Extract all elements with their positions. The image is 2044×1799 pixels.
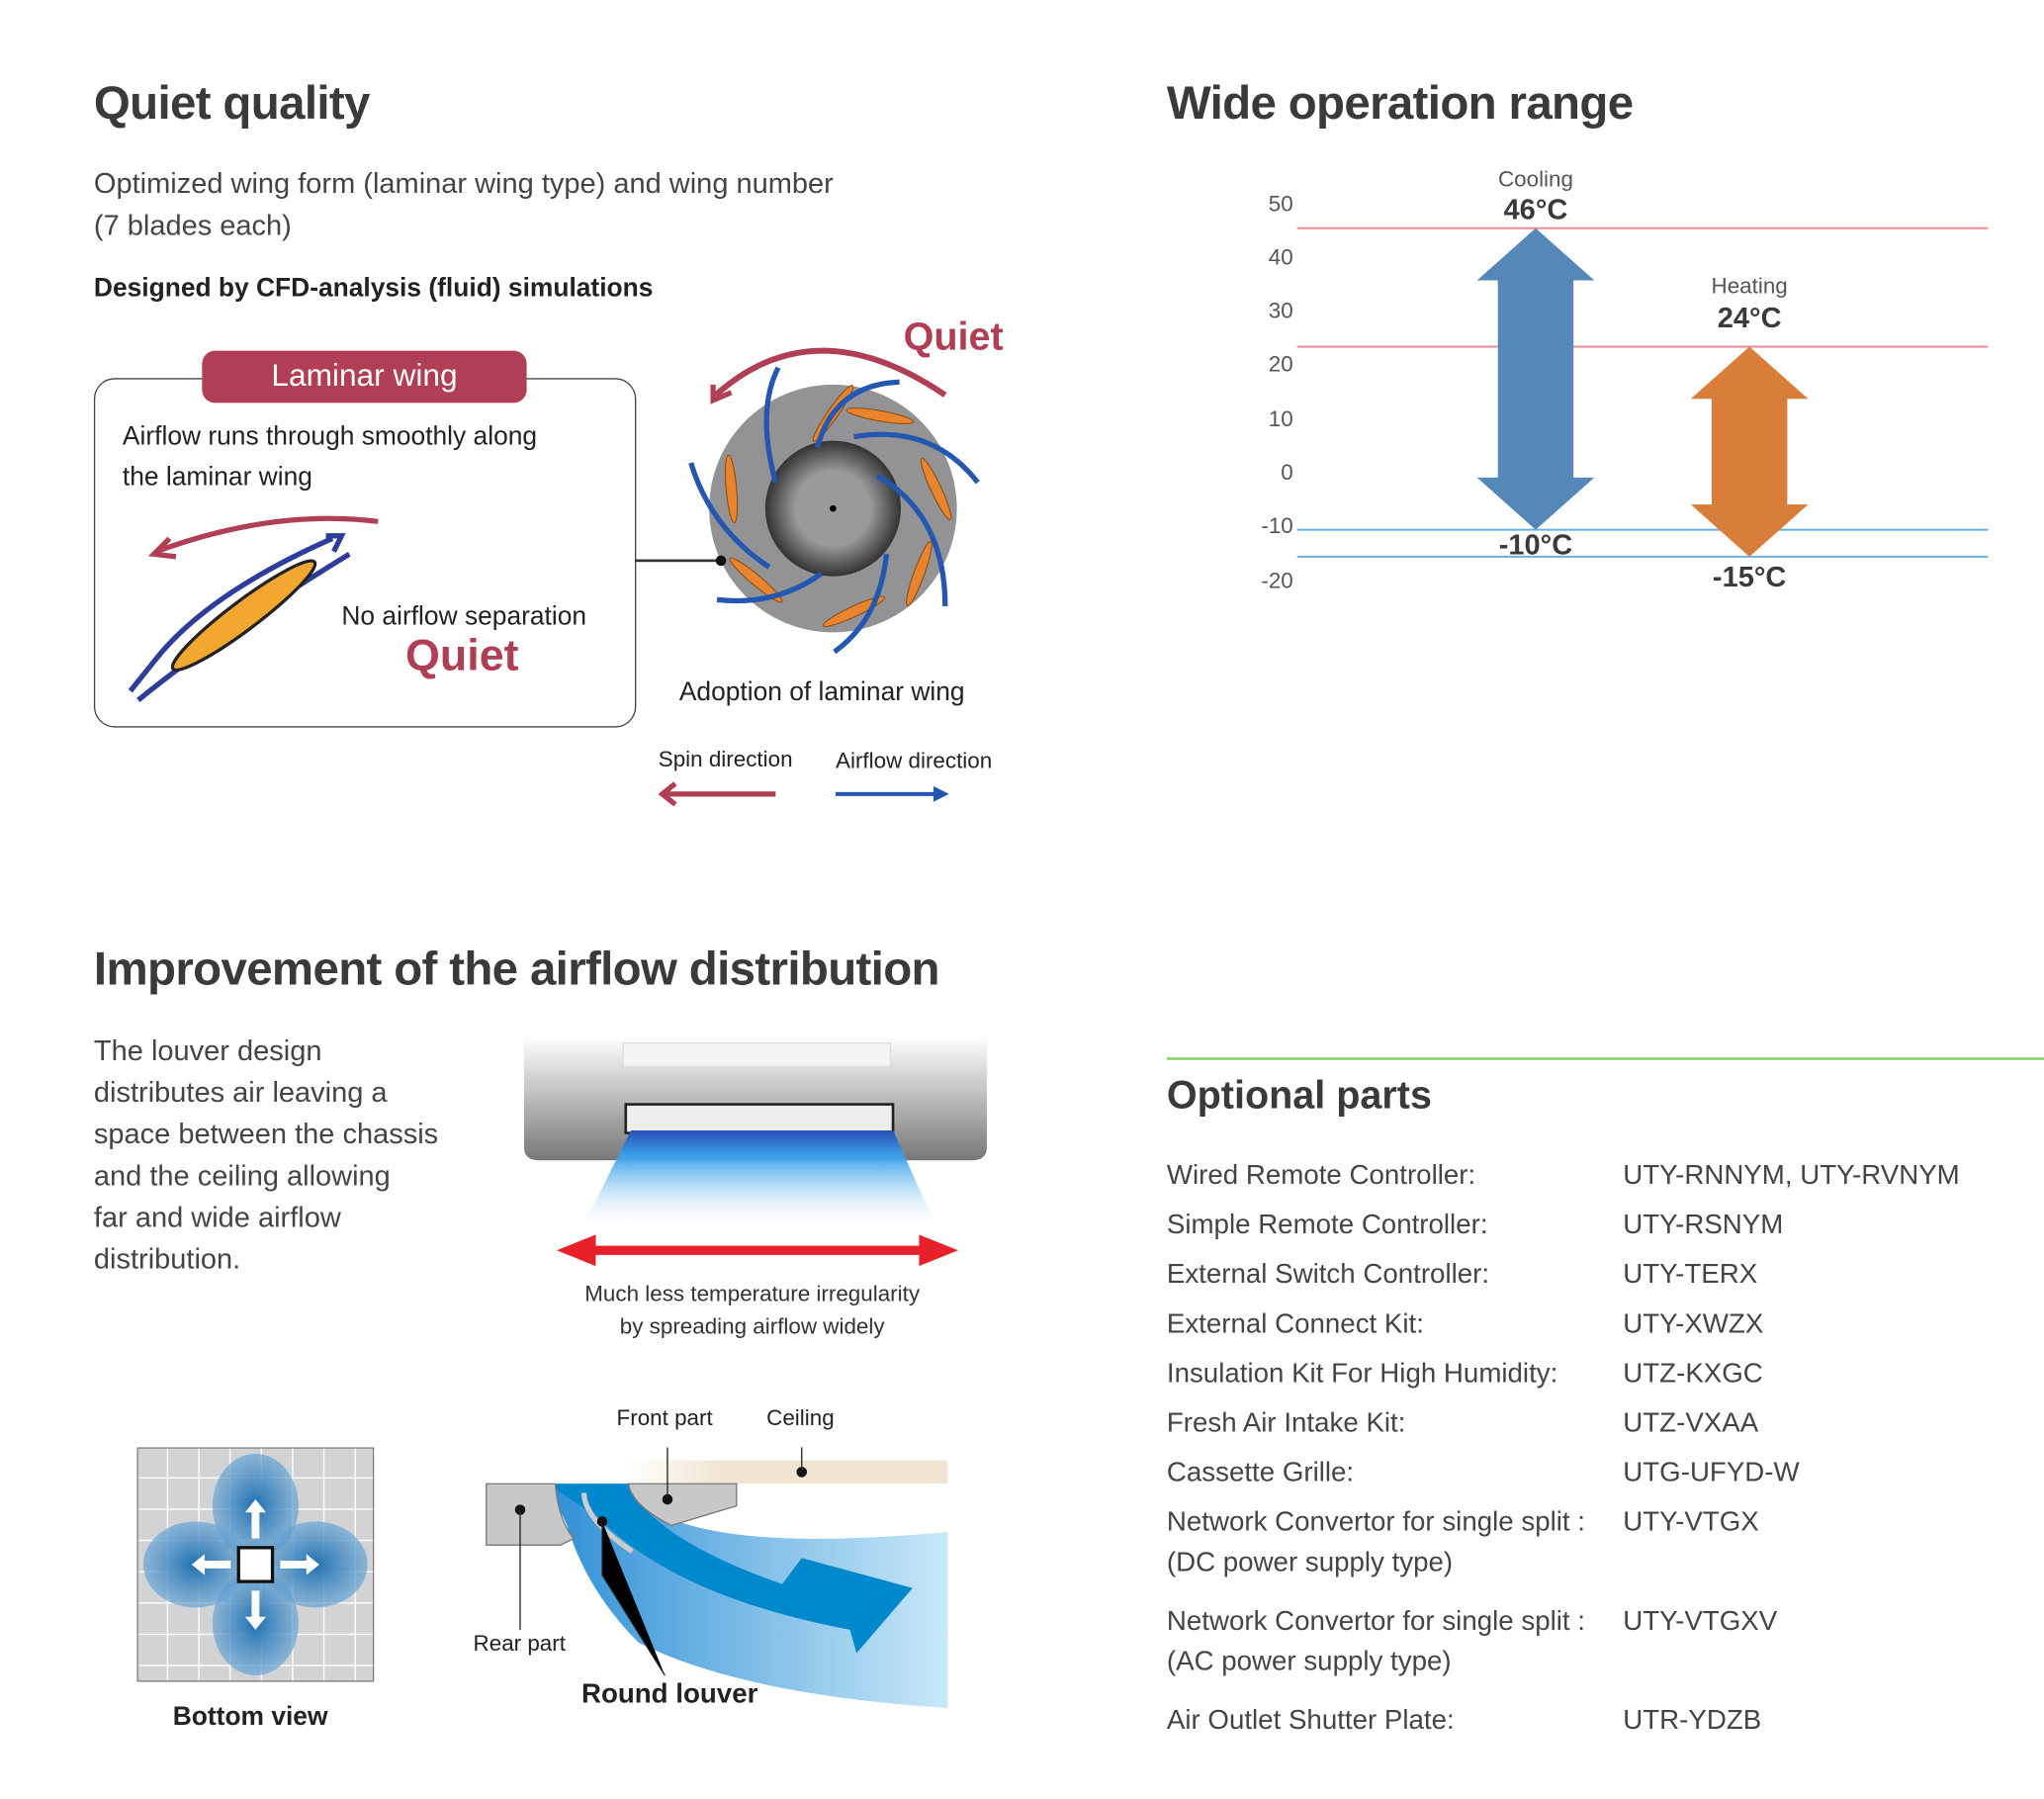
para-line: and the ceiling allowing <box>93 1158 391 1192</box>
y-tick-label: 50 <box>1268 191 1293 217</box>
part-label: Network Convertor for single split : <box>1166 1606 1585 1637</box>
legend-airflow: Airflow direction <box>836 748 993 773</box>
part-row: Cassette Grille: <box>1167 1453 1354 1493</box>
y-tick-label: 0 <box>1281 460 1293 486</box>
quiet-subtitle-2: (7 blades each) <box>93 208 292 241</box>
box-text-2: the laminar wing <box>122 462 312 492</box>
fan-icon <box>688 347 980 655</box>
part-value: UTY-VTGX <box>1623 1506 1759 1538</box>
part-label-sub: (DC power supply type) <box>1166 1547 1454 1578</box>
para-line: far and wide airflow <box>93 1201 341 1234</box>
part-value: UTG-UFYD-W <box>1623 1457 1800 1488</box>
range-arrow-heating <box>1690 346 1809 557</box>
box-text-1: Airflow runs through smoothly along <box>122 422 538 452</box>
bottom-view-icon <box>136 1447 375 1682</box>
part-row: Fresh Air Intake Kit: <box>1167 1402 1406 1443</box>
section-divider <box>1166 1057 2044 1060</box>
para-line: distribution. <box>93 1242 241 1276</box>
para-line: The louver design <box>93 1034 322 1067</box>
part-label: Fresh Air Intake Kit: <box>1166 1407 1406 1439</box>
part-label: External Switch Controller: <box>1166 1259 1490 1290</box>
part-row: External Switch Controller: <box>1167 1254 1489 1295</box>
heating-min: -15°C <box>1712 560 1787 593</box>
rear-part-label: Rear part <box>473 1631 566 1657</box>
laminar-wing-icon <box>128 515 379 702</box>
range-title: Wide operation range <box>1166 75 1634 130</box>
part-label: External Connect Kit: <box>1166 1308 1424 1339</box>
para-line: space between the chassis <box>93 1117 439 1150</box>
y-tick-label: 40 <box>1268 244 1293 270</box>
laminar-label: Laminar wing <box>202 350 527 404</box>
heating-label: Heating <box>1711 273 1788 299</box>
range-chart <box>1296 226 1989 558</box>
part-value: UTR-YDZB <box>1623 1705 1762 1736</box>
part-label: Simple Remote Controller: <box>1166 1210 1488 1240</box>
para-line: distributes air leaving a <box>93 1075 388 1109</box>
part-row: Network Convertor for single split : (AC … <box>1167 1601 1585 1682</box>
airflow-title: Improvement of the airflow distribution <box>93 941 940 995</box>
part-value: UTY-RNNYM, UTY-RVNYM <box>1623 1160 1960 1191</box>
caption-1: Much less temperature irregularity <box>584 1281 921 1306</box>
range-arrow-cooling <box>1476 227 1595 530</box>
cooling-label: Cooling <box>1497 166 1573 192</box>
part-row: External Connect Kit: <box>1167 1304 1424 1344</box>
front-part-label: Front part <box>616 1405 713 1431</box>
spread-arrow-icon <box>556 1234 958 1267</box>
part-value: UTY-RSNYM <box>1623 1210 1784 1240</box>
unit-illustration-icon <box>523 1036 987 1232</box>
part-row: Insulation Kit For High Humidity: <box>1167 1353 1557 1394</box>
part-label-sub: (AC power supply type) <box>1166 1647 1452 1677</box>
fan-quiet-label: Quiet <box>903 315 1004 359</box>
part-label: Network Convertor for single split : <box>1166 1506 1585 1538</box>
part-label: Wired Remote Controller: <box>1166 1160 1476 1191</box>
y-tick-label: 10 <box>1268 405 1293 431</box>
quiet-label: Quiet <box>404 631 519 681</box>
part-row: Air Outlet Shutter Plate: <box>1167 1700 1455 1741</box>
designed-by: Designed by CFD-analysis (fluid) simulat… <box>93 273 654 303</box>
parts-title: Optional parts <box>1166 1074 1432 1118</box>
part-row: Network Convertor for single split : (DC … <box>1167 1502 1585 1583</box>
heating-max: 24°C <box>1717 301 1782 334</box>
part-value: UTY-TERX <box>1623 1259 1758 1290</box>
quiet-title: Quiet quality <box>93 75 371 130</box>
part-row: Simple Remote Controller: <box>1167 1205 1488 1245</box>
bottom-view-label: Bottom view <box>172 1702 328 1732</box>
part-value: UTY-VTGXV <box>1623 1606 1778 1637</box>
part-value: UTY-XWZX <box>1623 1308 1764 1339</box>
part-label: Cassette Grille: <box>1166 1457 1355 1488</box>
y-tick-label: 20 <box>1268 352 1293 378</box>
legend-spin: Spin direction <box>658 747 793 772</box>
y-tick-label: 30 <box>1268 299 1293 324</box>
ceiling-label: Ceiling <box>766 1405 835 1431</box>
round-louver-label: Round louver <box>580 1678 758 1710</box>
part-label: Air Outlet Shutter Plate: <box>1166 1705 1455 1736</box>
no-separation: No airflow separation <box>341 602 587 632</box>
connector-line <box>635 559 722 562</box>
part-value: UTZ-VXAA <box>1623 1407 1759 1439</box>
y-tick-label: -20 <box>1261 568 1293 593</box>
cooling-min: -10°C <box>1498 527 1573 561</box>
quiet-subtitle-1: Optimized wing form (laminar wing type) … <box>93 166 834 200</box>
airflow-paragraph: The louver design distributes air leavin… <box>94 1030 438 1280</box>
part-row: Wired Remote Controller: <box>1167 1155 1475 1196</box>
round-louver-diagram-icon <box>486 1447 948 1708</box>
cooling-max: 46°C <box>1503 193 1568 226</box>
caption-2: by spreading airflow widely <box>619 1313 885 1339</box>
legend-arrows-icon <box>658 781 949 807</box>
part-label: Insulation Kit For High Humidity: <box>1166 1358 1558 1389</box>
fan-caption: Adoption of laminar wing <box>678 677 965 707</box>
part-value: UTZ-KXGC <box>1623 1358 1763 1389</box>
y-tick-label: -10 <box>1261 513 1293 539</box>
